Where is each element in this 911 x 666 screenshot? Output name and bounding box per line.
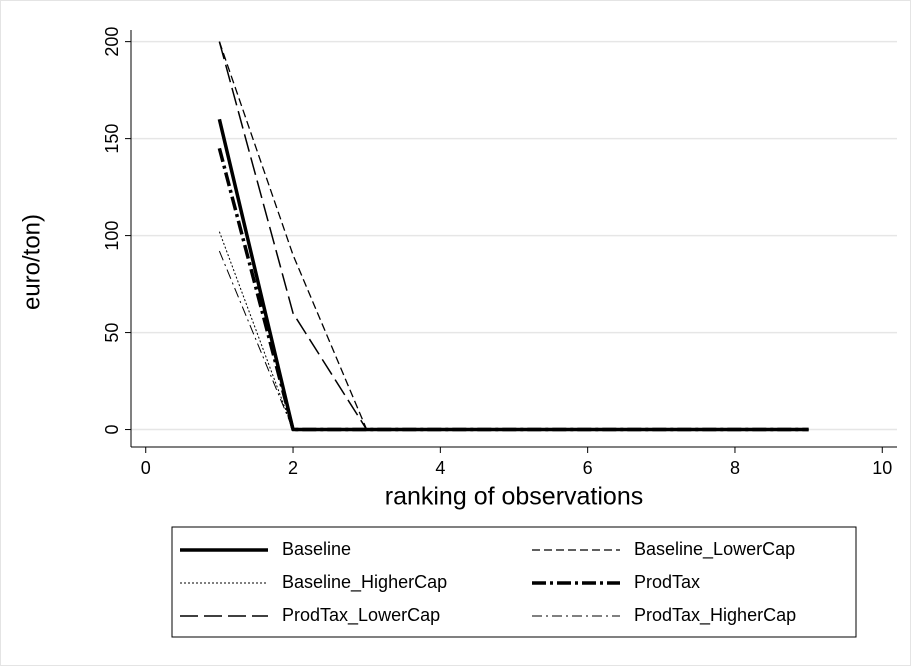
x-tick-label: 0 bbox=[141, 458, 151, 478]
x-tick-label: 2 bbox=[288, 458, 298, 478]
y-axis-title: euro/ton) bbox=[18, 214, 45, 310]
legend-label: Baseline_HigherCap bbox=[282, 572, 447, 593]
y-tick-label: 50 bbox=[102, 323, 122, 343]
y-tick-label: 100 bbox=[102, 221, 122, 251]
legend-box bbox=[171, 526, 857, 638]
x-axis-title: ranking of observations bbox=[385, 483, 643, 511]
x-tick-label: 6 bbox=[583, 458, 593, 478]
x-tick-label: 4 bbox=[435, 458, 445, 478]
y-tick-label: 150 bbox=[102, 124, 122, 154]
legend-label: ProdTax bbox=[634, 572, 700, 592]
x-tick-label: 10 bbox=[872, 458, 892, 478]
x-tick-label: 8 bbox=[730, 458, 740, 478]
y-tick-label: 0 bbox=[102, 425, 122, 435]
legend-label: ProdTax_HigherCap bbox=[634, 605, 796, 626]
series-line bbox=[218, 250, 809, 431]
legend-label: Baseline bbox=[282, 539, 351, 559]
legend-label: ProdTax_LowerCap bbox=[282, 605, 440, 626]
legend-label: Baseline_LowerCap bbox=[634, 539, 795, 560]
y-tick-label: 200 bbox=[102, 27, 122, 57]
